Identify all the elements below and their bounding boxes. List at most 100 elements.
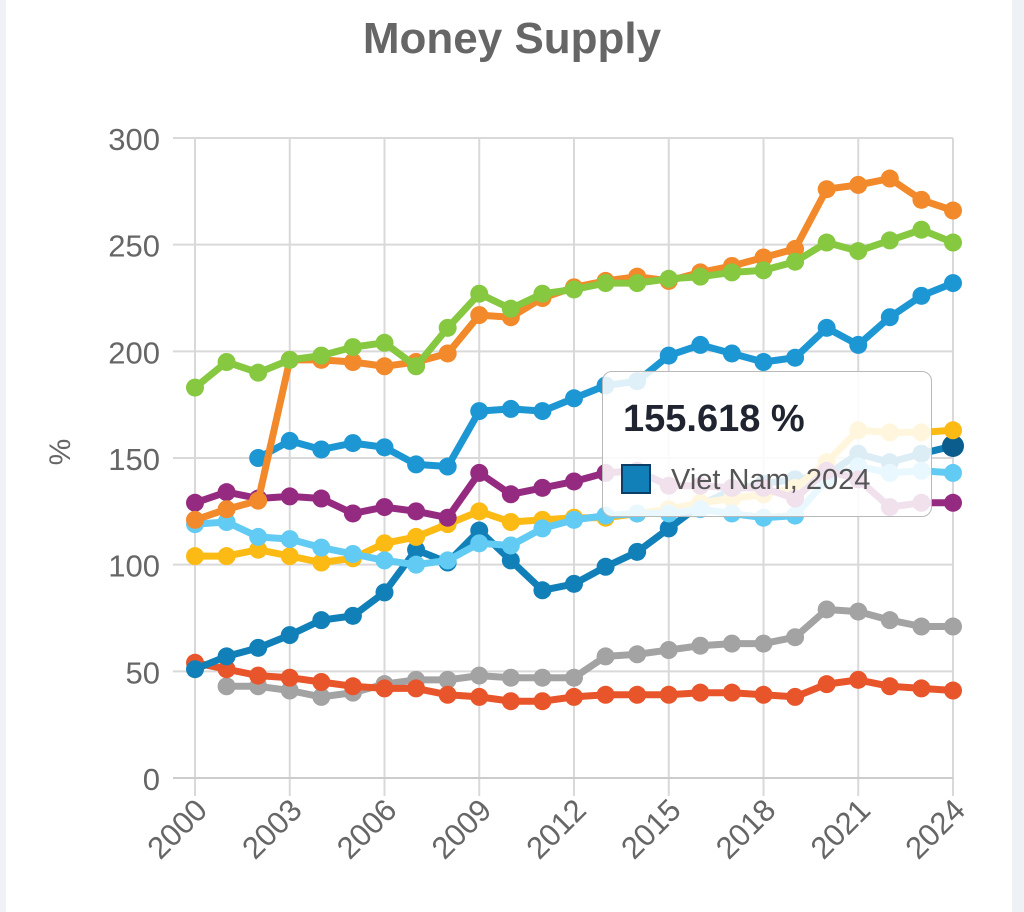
data-point <box>280 668 299 687</box>
data-point <box>754 634 773 653</box>
data-point <box>533 692 552 711</box>
data-point <box>722 634 741 653</box>
data-point <box>249 363 268 382</box>
data-point <box>217 500 236 519</box>
data-point <box>407 527 426 546</box>
data-point <box>312 538 331 557</box>
data-point <box>880 677 899 696</box>
data-point <box>786 687 805 706</box>
y-tick-label: 0 <box>143 762 160 797</box>
series-9 <box>186 220 962 397</box>
data-point <box>880 308 899 327</box>
data-point <box>501 692 520 711</box>
data-point <box>880 231 899 250</box>
data-point <box>817 600 836 619</box>
data-point <box>375 357 394 376</box>
data-point <box>533 284 552 303</box>
data-point <box>501 485 520 504</box>
data-point <box>186 547 204 566</box>
y-tick-label: 200 <box>108 335 160 370</box>
data-point <box>438 318 457 337</box>
data-point <box>343 353 362 371</box>
data-point <box>407 540 426 559</box>
data-point <box>249 527 268 546</box>
data-point <box>691 683 710 702</box>
data-point <box>533 581 552 600</box>
data-point <box>217 660 236 679</box>
data-point <box>186 378 204 397</box>
data-point <box>438 457 457 476</box>
data-point <box>912 190 931 209</box>
y-tick-label: 50 <box>126 655 160 690</box>
data-point <box>565 472 583 491</box>
data-point <box>470 402 489 421</box>
data-point <box>375 534 394 553</box>
chart-title: Money Supply <box>362 14 662 63</box>
x-tick-label: 2015 <box>614 792 688 866</box>
data-point <box>470 284 489 303</box>
data-point <box>249 540 268 559</box>
data-point <box>786 252 805 271</box>
data-point <box>691 267 710 286</box>
data-point <box>912 220 931 239</box>
x-tick-label: 2021 <box>804 792 878 866</box>
data-point <box>343 338 362 357</box>
data-point <box>343 504 362 523</box>
series-2 <box>186 653 962 711</box>
data-point <box>470 502 489 521</box>
data-point <box>407 555 426 574</box>
data-point <box>942 435 964 458</box>
data-point <box>280 431 299 450</box>
data-point <box>817 675 836 694</box>
data-point <box>565 687 583 706</box>
data-point <box>817 318 836 337</box>
data-point <box>944 617 962 636</box>
data-tooltip: 155.618 % Viet Nam, 2024 <box>602 371 932 517</box>
data-point <box>280 626 299 645</box>
data-point <box>375 333 394 352</box>
data-point <box>280 547 299 566</box>
data-point <box>375 583 394 602</box>
tooltip-swatch <box>621 464 651 494</box>
y-tick-label: 300 <box>108 122 160 157</box>
data-point <box>312 553 331 572</box>
data-point <box>312 673 331 691</box>
data-point <box>722 344 741 363</box>
data-point <box>849 670 868 689</box>
data-point <box>249 449 268 467</box>
y-tick-label: 250 <box>108 229 160 264</box>
data-point <box>912 679 931 698</box>
data-point <box>565 510 583 529</box>
data-point <box>312 440 331 459</box>
x-tick-label: 2006 <box>330 792 404 866</box>
data-point <box>375 679 394 698</box>
data-point <box>375 551 394 570</box>
data-point <box>438 344 457 363</box>
data-point <box>628 542 647 561</box>
data-point <box>817 180 836 199</box>
data-point <box>880 169 899 188</box>
data-point <box>659 641 678 659</box>
data-point <box>438 551 457 570</box>
data-point <box>501 551 520 570</box>
data-point <box>470 306 489 325</box>
data-point <box>186 660 204 679</box>
data-point <box>565 280 583 299</box>
data-point <box>186 493 204 512</box>
x-tick-label: 2024 <box>898 792 972 866</box>
data-point <box>628 274 647 293</box>
data-point <box>312 346 331 365</box>
x-tick-label: 2018 <box>709 792 783 866</box>
data-point <box>501 668 520 687</box>
data-point <box>470 521 489 540</box>
data-point <box>533 402 552 421</box>
data-point <box>912 286 931 305</box>
data-point <box>249 666 268 685</box>
data-point <box>501 299 520 318</box>
data-point <box>217 547 236 566</box>
data-point <box>565 389 583 408</box>
data-point <box>501 536 520 555</box>
data-point <box>407 679 426 698</box>
data-point <box>596 274 615 293</box>
data-point <box>754 685 773 704</box>
